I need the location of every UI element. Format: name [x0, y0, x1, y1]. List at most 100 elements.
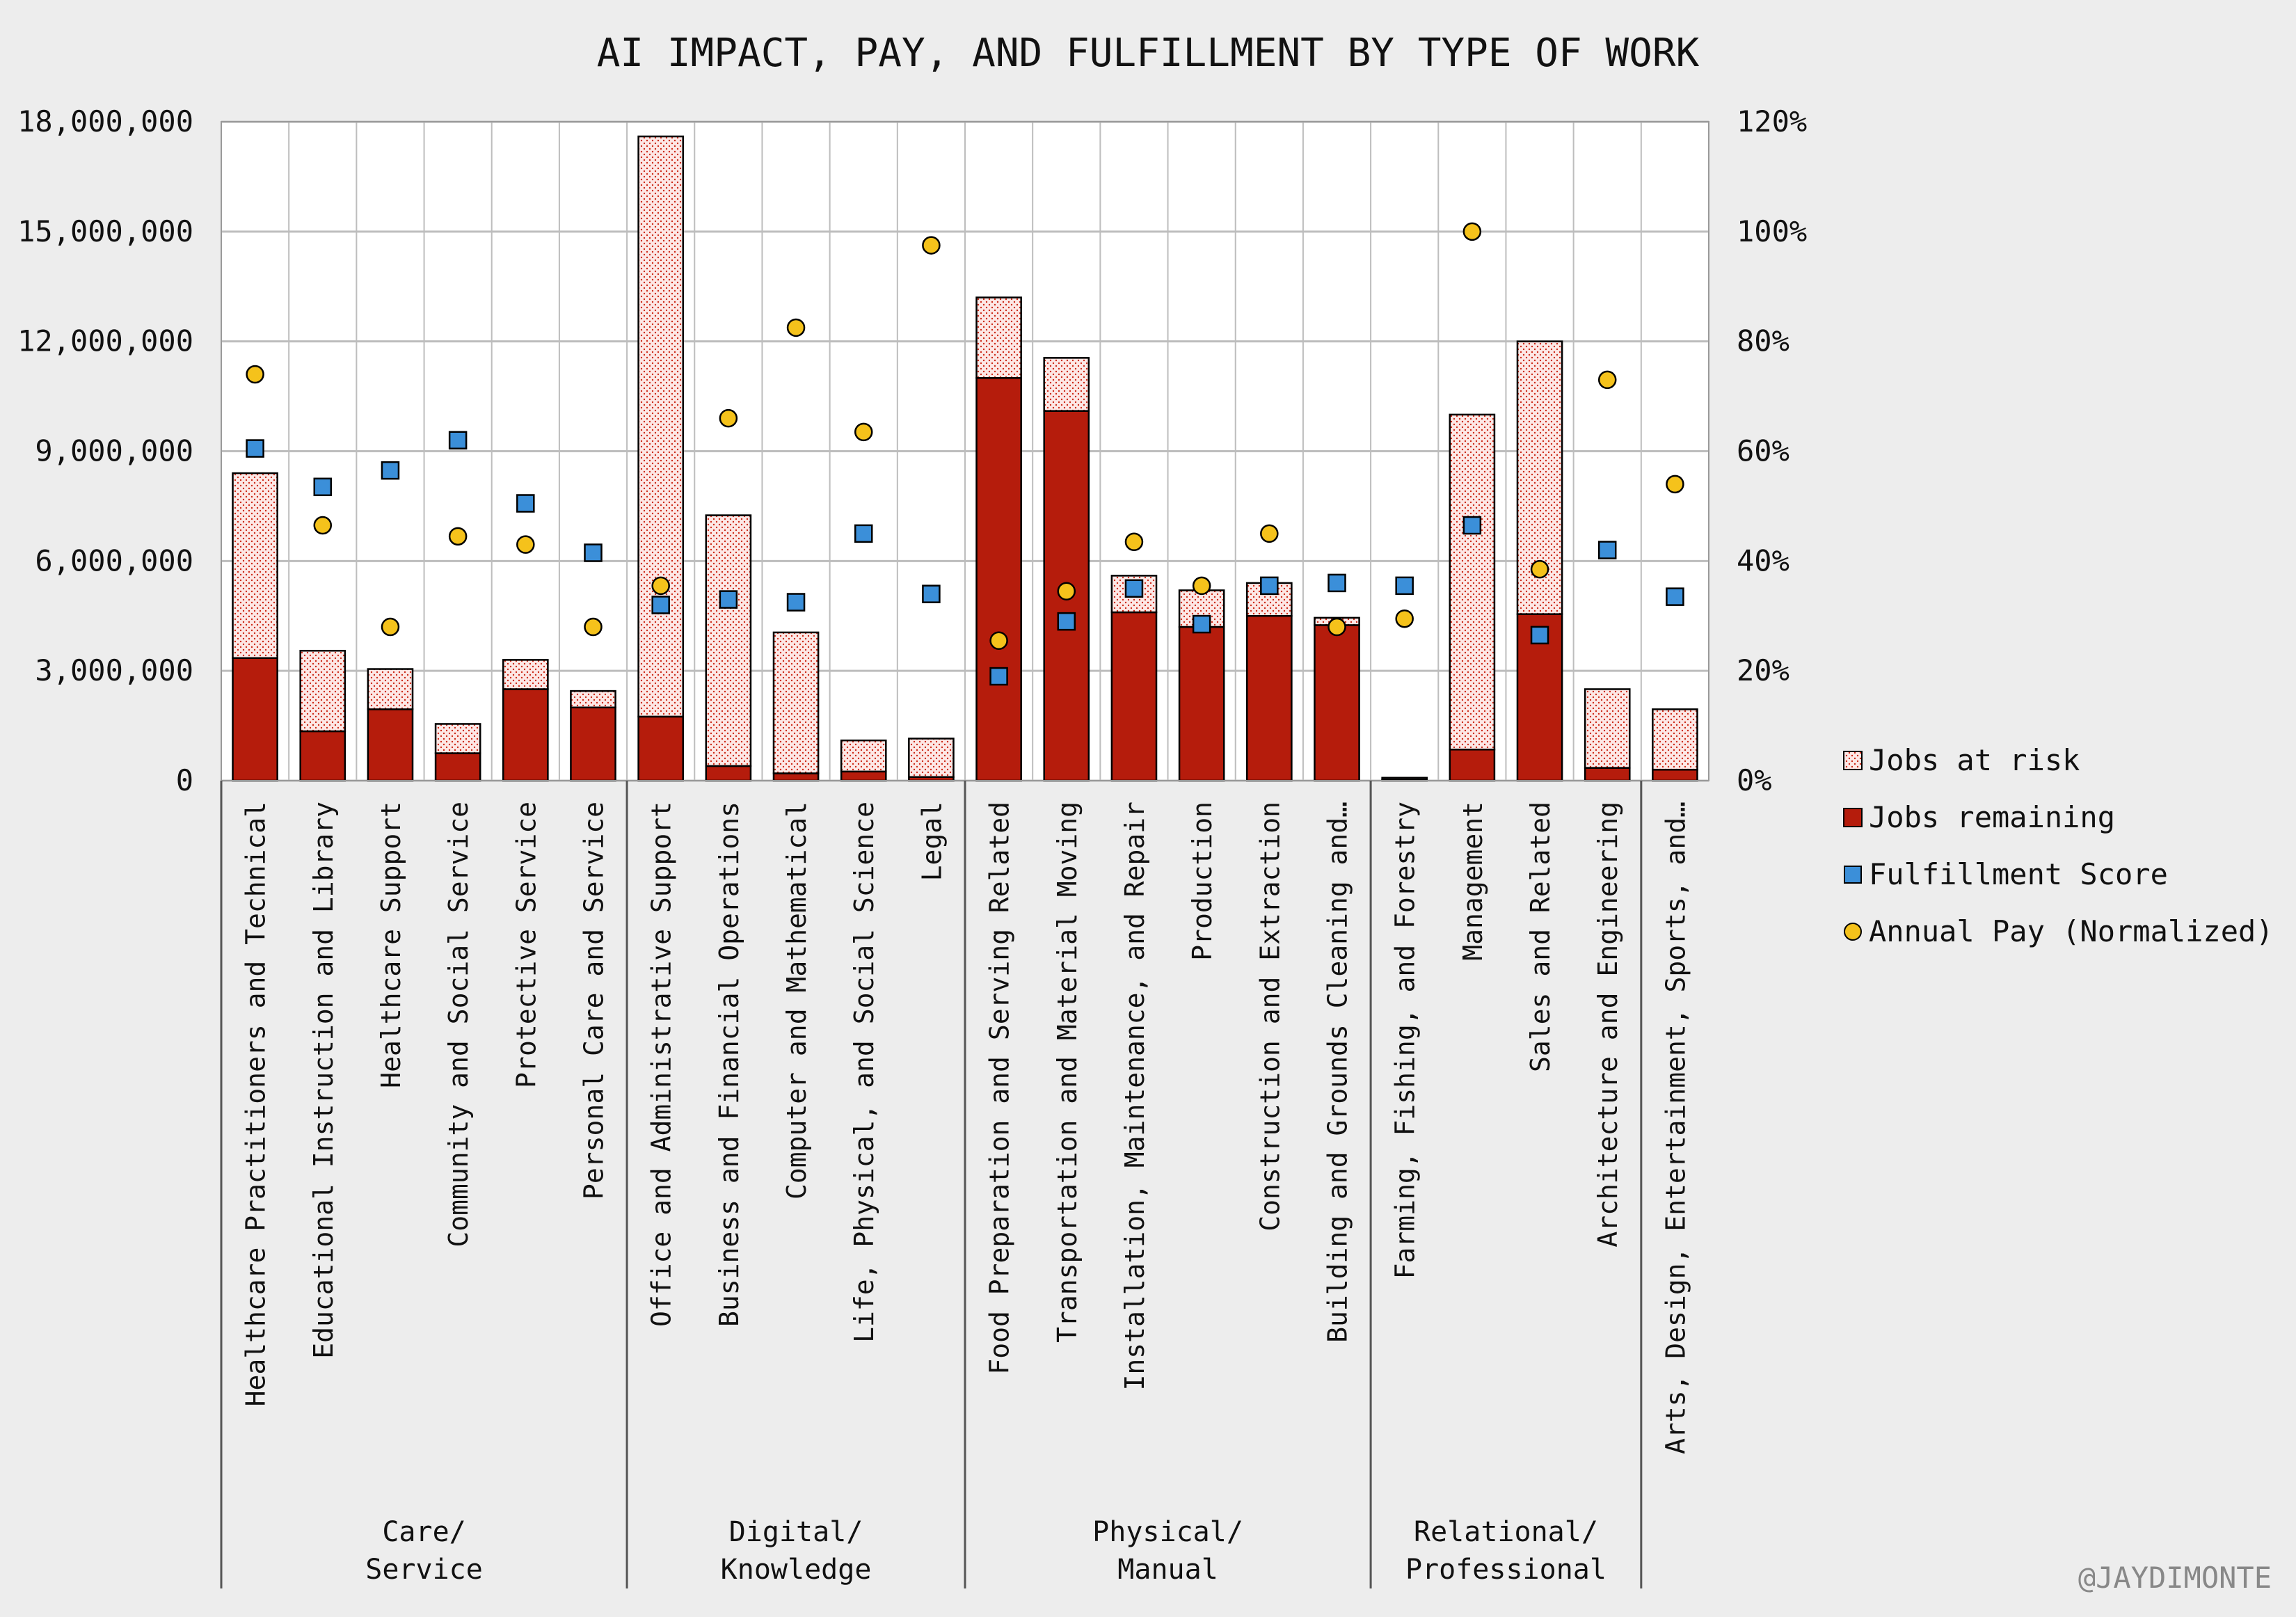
marker-fulfillment [651, 596, 670, 614]
marker-fulfillment [719, 590, 738, 609]
legend-swatch [1844, 866, 1862, 884]
bar-jobs-at-risk [1381, 776, 1428, 781]
bar-jobs-at-risk [1043, 357, 1090, 412]
group-labels: Care/Service Digital/Knowledge Physical/Ma… [365, 1516, 1607, 1586]
legend-swatch [1843, 808, 1863, 827]
marker-fulfillment [1192, 614, 1211, 634]
x-tick-label: Construction and Extraction [1254, 802, 1285, 1232]
marker-annual-pay [1666, 475, 1684, 494]
marker-fulfillment [313, 477, 333, 497]
bar-jobs-remaining [1178, 626, 1225, 782]
bar-jobs-at-risk [299, 649, 346, 733]
group-label-line1: Relational/ [1414, 1516, 1598, 1548]
bar-jobs-remaining [1584, 767, 1631, 782]
bar-jobs-at-risk [908, 738, 955, 778]
bar-jobs-remaining [1110, 611, 1158, 782]
x-tick-label: Sales and Related [1525, 802, 1556, 1072]
group-label-line2: Professional [1405, 1554, 1607, 1586]
bar-jobs-remaining [434, 752, 481, 782]
x-tick-label: Production [1187, 802, 1218, 961]
marker-fulfillment [1395, 576, 1414, 596]
x-tick-label: Food Preparation and Serving Related [984, 802, 1015, 1375]
bar-jobs-remaining [1245, 615, 1293, 782]
x-tick-label: Life, Physical, and Social Science [849, 802, 879, 1343]
group-label-line1: Physical/ [1092, 1516, 1243, 1548]
bar-jobs-remaining [1449, 749, 1496, 782]
bar-jobs-remaining [772, 772, 820, 782]
marker-annual-pay [1328, 617, 1346, 637]
bars [232, 135, 1698, 782]
marker-annual-pay [448, 527, 468, 546]
bar-jobs-remaining [299, 730, 346, 782]
y-axis-left-ticks: 0 3,000,000 6,000,000 9,000,000 12,000,000 15… [17, 104, 193, 797]
marker-fulfillment [1666, 587, 1684, 606]
bar-jobs-remaining [840, 770, 887, 782]
marker-fulfillment [786, 593, 806, 612]
bar-jobs-remaining [570, 706, 616, 782]
bar-jobs-at-risk [840, 739, 887, 773]
legend-label: Annual Pay (Normalized) [1869, 914, 2274, 948]
y2-tick-label: 0% [1737, 763, 1772, 797]
marker-fulfillment [1462, 516, 1482, 535]
x-tick-label: Farming, Fishing, and Forestry [1390, 802, 1421, 1279]
legend-label: Jobs remaining [1869, 800, 2115, 834]
legend-swatch [1843, 751, 1863, 770]
x-tick-label: Personal Care and Service [579, 802, 609, 1200]
bar-jobs-at-risk [367, 668, 414, 710]
bar-jobs-at-risk [502, 659, 549, 690]
y-tick-label: 6,000,000 [35, 543, 193, 578]
marker-annual-pay [584, 617, 603, 637]
marker-fulfillment [1328, 573, 1346, 593]
x-tick-label: Management [1458, 802, 1488, 961]
bar-jobs-at-risk [1652, 708, 1698, 771]
marker-fulfillment [448, 431, 468, 449]
x-tick-label: Computer and Mathematical [781, 802, 812, 1200]
legend-label: Fulfillment Score [1869, 857, 2168, 891]
marker-annual-pay [1530, 559, 1549, 579]
marker-fulfillment [516, 494, 535, 513]
chart-title: AI IMPACT, PAY, AND FULFILLMENT BY TYPE … [597, 31, 1700, 76]
bar-jobs-remaining [502, 688, 549, 782]
y-tick-label: 9,000,000 [35, 434, 193, 468]
bar-jobs-at-risk [434, 723, 481, 754]
y2-tick-label: 100% [1737, 214, 1807, 248]
x-tick-label: Protective Service [511, 802, 541, 1088]
y2-tick-label: 20% [1737, 653, 1789, 687]
marker-annual-pay [854, 422, 873, 442]
marker-fulfillment [1260, 576, 1279, 596]
y-tick-label: 0 [176, 763, 193, 797]
watermark: @JAYDIMONTE [2078, 1561, 2272, 1595]
bar-jobs-at-risk [772, 631, 820, 774]
group-label-line1: Digital/ [729, 1516, 863, 1548]
marker-annual-pay [922, 236, 941, 255]
marker-annual-pay [989, 631, 1008, 651]
x-axis-labels: Healthcare Practitioners and Technical Ed… [241, 802, 1691, 1454]
x-tick-label: Building and Grounds Cleaning and… [1323, 802, 1353, 1343]
group-label-line2: Knowledge [721, 1554, 872, 1586]
marker-annual-pay [651, 576, 670, 596]
legend: Jobs at risk Jobs remaining Fulfillment Sc… [1843, 743, 2274, 948]
marker-annual-pay [1124, 532, 1144, 551]
group-separators [220, 781, 1643, 1588]
marker-fulfillment [854, 524, 873, 543]
bar-jobs-at-risk [975, 296, 1022, 379]
marker-annual-pay [246, 365, 264, 384]
marker-fulfillment [246, 439, 264, 458]
y-tick-label: 3,000,000 [35, 653, 193, 687]
bar-jobs-remaining [367, 708, 414, 782]
bar-jobs-at-risk [705, 514, 752, 767]
x-tick-label: Business and Financial Operations [714, 802, 744, 1327]
bar-jobs-remaining [975, 377, 1022, 782]
bar-jobs-at-risk [1584, 688, 1631, 769]
bar-jobs-remaining [1652, 768, 1698, 782]
x-tick-label: Installation, Maintenance, and Repair [1119, 802, 1150, 1390]
marker-annual-pay [1260, 524, 1279, 543]
bar-jobs-remaining [1314, 624, 1360, 782]
y-tick-label: 15,000,000 [17, 214, 193, 248]
legend-swatch [1844, 923, 1862, 941]
bar-jobs-at-risk [232, 472, 278, 660]
bar-jobs-remaining [705, 765, 752, 782]
marker-fulfillment [989, 667, 1008, 686]
